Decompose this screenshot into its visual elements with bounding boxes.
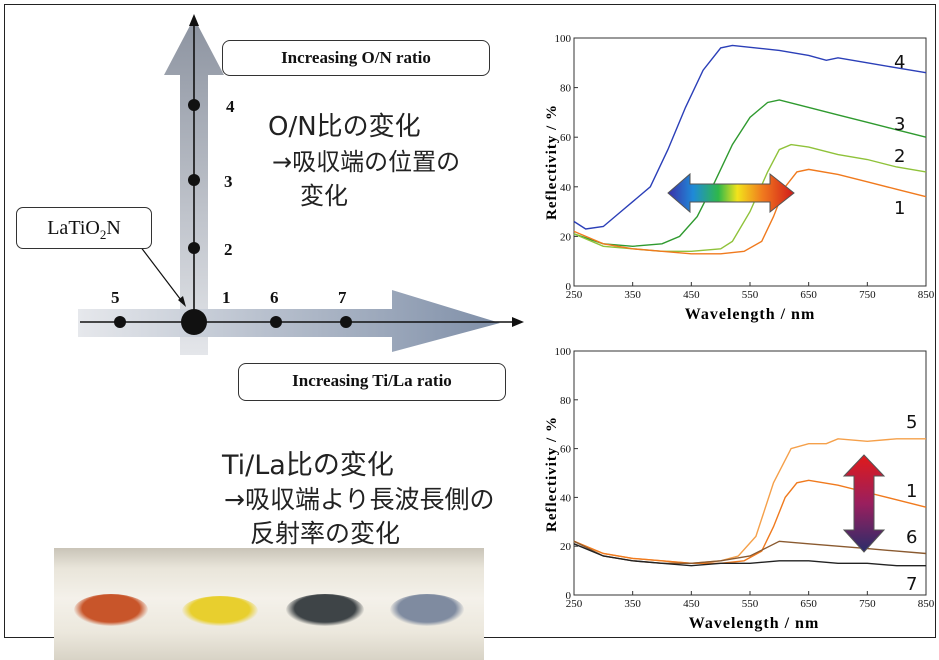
chart-top-xtick-label: 550: [742, 289, 759, 301]
chart-bottom-xtick-label: 550: [742, 598, 759, 610]
point-4: [188, 99, 200, 111]
chart-bottom-xtick-label: 250: [566, 598, 583, 610]
chart-bottom-xtick-label: 450: [683, 598, 700, 610]
point-7: [340, 316, 352, 328]
chart-top-ytick-label: 0: [566, 281, 572, 293]
latio2n-label-main: LaTiO: [47, 217, 100, 239]
point-label-3: 3: [224, 172, 233, 191]
sample-pile-blue-gray: [390, 594, 464, 626]
chart-bottom-xtick-label: 750: [859, 598, 876, 610]
chart-bottom-xlabel: Wavelength / nm: [689, 615, 820, 632]
chart-top-ytick-label: 60: [560, 132, 572, 144]
chart-bottom-series-5-label: 5: [906, 412, 917, 433]
chart-top-xtick-label: 250: [566, 289, 583, 301]
on-note-line2: →吸収端の位置の: [272, 148, 461, 176]
horizontal-axis-arrowhead: [512, 317, 524, 327]
chart-bottom-ytick-label: 20: [560, 541, 572, 553]
on-ratio-box: Increasing O/N ratio: [222, 40, 490, 76]
chart-bottom-series-1-line: [573, 479, 927, 564]
chart-top-xtick-label: 850: [918, 289, 935, 301]
chart-top-ytick-label: 80: [560, 83, 572, 95]
point-label-1: 1: [222, 288, 231, 307]
vertical-double-arrow: [842, 454, 886, 553]
chart-bottom-ytick-label: 40: [560, 492, 572, 504]
chart-top-series-1-line: [573, 168, 927, 255]
chart-bottom-ytick-label: 60: [560, 444, 572, 456]
chart-bottom-series-6-label: 6: [906, 527, 917, 548]
chart-bottom-ytick-label: 100: [555, 346, 572, 358]
point-3: [188, 174, 200, 186]
chart-top-series-3-label: 3: [894, 114, 905, 135]
chart-top-xtick-label: 350: [624, 289, 641, 301]
chart-top-series-1-label: 1: [894, 198, 905, 219]
point-6: [270, 316, 282, 328]
chart-top: 250 350 450 550 650 750 850 0 20 40 60 80 100 4 3 2 1 W…: [544, 33, 935, 323]
chart-top-xtick-label: 750: [859, 289, 876, 301]
point-label-6: 6: [270, 288, 279, 307]
chart-top-xtick-label: 450: [683, 289, 700, 301]
chart-bottom: 250 350 450 550 650 750 850 0 20 40 60 80 100 5 1 6 7 W…: [544, 346, 935, 632]
on-note-line1: O/N比の変化: [268, 112, 421, 142]
latio2n-box: LaTiO2N: [16, 207, 152, 249]
chart-bottom-ytick-label: 0: [566, 590, 572, 602]
vertical-axis-arrowhead: [189, 14, 199, 26]
tila-ratio-arrow: [78, 290, 500, 352]
point-label-7: 7: [338, 288, 347, 307]
tila-note-line2: →吸収端より長波長側の: [224, 485, 495, 514]
sample-pile-yellow: [182, 596, 258, 626]
point-label-4: 4: [226, 97, 235, 116]
latio2n-label-end: N: [106, 217, 121, 239]
chart-top-ytick-label: 100: [555, 33, 572, 45]
chart-top-xlabel: Wavelength / nm: [685, 306, 816, 323]
point-label-5: 5: [111, 288, 120, 307]
chart-top-ylabel: Reflectivity / %: [544, 104, 560, 220]
chart-top-series-4-label: 4: [894, 52, 905, 73]
sample-pile-dark: [286, 594, 364, 626]
tila-note-line1: Ti/La比の変化: [222, 450, 394, 481]
point-5: [114, 316, 126, 328]
chart-bottom-xtick-label: 650: [800, 598, 817, 610]
tila-note-line3: 反射率の変化: [250, 519, 401, 548]
rainbow-double-arrow: [667, 172, 795, 214]
origin-pointer: [139, 245, 185, 305]
chart-top-ytick-label: 40: [560, 182, 572, 194]
chart-bottom-xtick-label: 850: [918, 598, 935, 610]
tila-ratio-box: Increasing Ti/La ratio: [238, 363, 506, 401]
chart-top-xtick-label: 650: [800, 289, 817, 301]
chart-top-ytick-label: 20: [560, 231, 572, 243]
chart-bottom-series-7-label: 7: [906, 574, 917, 595]
point-1: [181, 309, 207, 335]
chart-top-series-3-line: [573, 99, 927, 248]
chart-top-series-2-label: 2: [894, 146, 905, 167]
latio2n-label-sub: 2: [99, 227, 107, 242]
sample-pile-orange: [74, 594, 148, 626]
on-note-line3: 変化: [300, 182, 348, 210]
chart-bottom-ylabel: Reflectivity / %: [544, 416, 560, 532]
chart-bottom-ytick-label: 80: [560, 395, 572, 407]
chart-top-series-4-line: [573, 44, 927, 230]
point-label-2: 2: [224, 240, 233, 259]
chart-bottom-series-7-line: [573, 543, 926, 567]
powder-samples-photo: [54, 548, 484, 660]
point-2: [188, 242, 200, 254]
origin-pointer-head: [178, 296, 186, 307]
chart-bottom-series-1-label: 1: [906, 481, 917, 502]
chart-bottom-xtick-label: 350: [624, 598, 641, 610]
